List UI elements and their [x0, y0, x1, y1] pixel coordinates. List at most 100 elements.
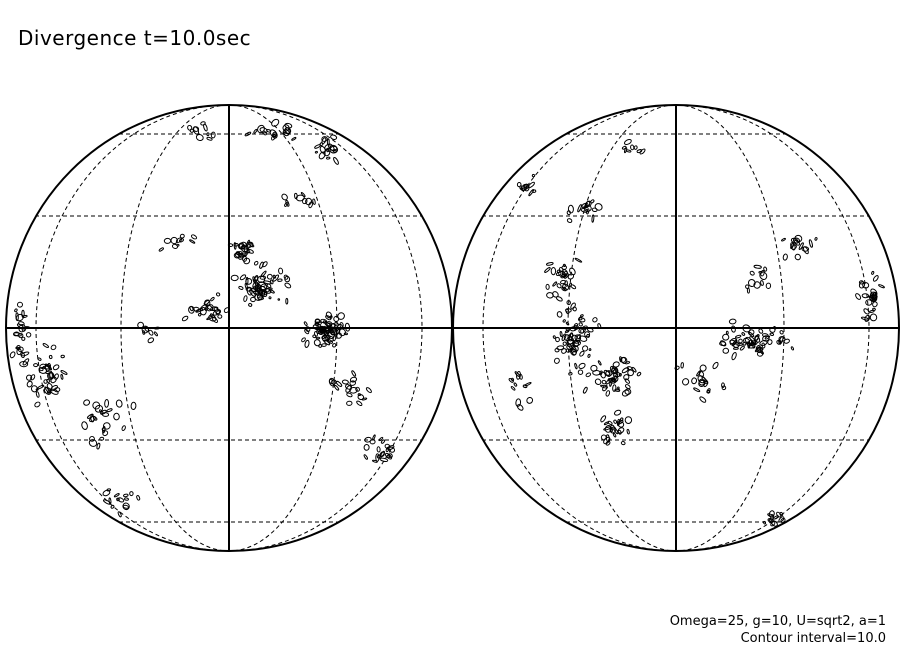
contour-loop: [808, 239, 813, 248]
contour-loop: [699, 364, 707, 372]
contour-loop: [15, 313, 24, 322]
contour-loop: [319, 145, 326, 154]
contour-loop: [303, 321, 308, 327]
contour-loop: [631, 366, 637, 373]
contour-loop: [45, 370, 53, 374]
contour-loop: [779, 511, 784, 517]
contour-loop: [771, 520, 778, 527]
contour-loop: [574, 257, 583, 263]
contour-loop: [47, 362, 51, 368]
contour-loop: [129, 491, 134, 497]
contour-loop: [277, 278, 283, 282]
contour-loop: [35, 388, 39, 391]
contour-loop: [215, 292, 221, 297]
contour-loop: [623, 374, 630, 381]
contour-loop: [193, 126, 200, 132]
contour-loop: [566, 339, 575, 348]
contour-loop: [379, 457, 389, 463]
contour-loop: [745, 284, 750, 289]
contour-loop: [741, 332, 746, 336]
contour-loop: [102, 430, 109, 437]
contour-loop: [26, 380, 33, 388]
contour-loop: [776, 340, 781, 345]
contour-loop: [612, 384, 617, 392]
contour-loop: [312, 334, 317, 339]
contour-loop: [257, 275, 266, 284]
contour-loop: [48, 354, 53, 360]
contour-loop: [783, 338, 790, 344]
contour-loop: [762, 520, 767, 525]
contour-loop: [266, 283, 272, 289]
contour-loop: [754, 336, 761, 343]
contour-loop: [195, 308, 204, 313]
contour-loop: [25, 332, 32, 338]
contour-loop: [188, 305, 195, 314]
contour-loop: [148, 329, 154, 336]
contour-loop: [204, 307, 208, 311]
contour-loop: [513, 382, 518, 387]
contour-loop: [601, 379, 607, 385]
contour-loop: [376, 446, 381, 453]
contour-loop: [526, 396, 534, 404]
contour-loop: [731, 351, 737, 361]
contour-loop: [748, 329, 755, 336]
contour-loop: [607, 420, 613, 425]
contour-loop: [346, 400, 353, 406]
contour-loop: [384, 452, 393, 460]
contour-loop: [314, 144, 321, 149]
contour-loop: [197, 312, 202, 317]
contour-loop: [210, 296, 215, 302]
contour-loop: [556, 345, 565, 351]
contour-loop: [743, 337, 750, 344]
contour-loop: [522, 384, 528, 389]
contour-loop: [515, 398, 522, 407]
contour-loop: [591, 214, 595, 223]
contour-loop: [592, 317, 598, 323]
contour-loop: [756, 346, 763, 354]
contour-loop: [613, 409, 622, 416]
right-hemisphere: [452, 104, 900, 552]
contour-loop: [555, 336, 560, 343]
contour-loop: [284, 282, 292, 289]
contour-loop: [282, 131, 286, 135]
contour-loop: [357, 393, 362, 397]
contour-loop: [861, 293, 870, 299]
contour-loop: [624, 384, 631, 390]
contour-loop: [206, 132, 210, 137]
contour-loop: [627, 369, 634, 377]
contour-loop: [270, 279, 274, 285]
contour-loop: [326, 138, 330, 146]
contour-loop: [869, 313, 878, 322]
contour-loop: [337, 312, 345, 320]
contour-loop: [244, 131, 252, 137]
contour-loop: [376, 454, 381, 459]
contour-loop: [581, 202, 589, 209]
contour-loop: [858, 281, 866, 289]
contour-loop: [176, 243, 180, 247]
contour-loop: [623, 138, 632, 146]
contour-loop: [338, 328, 346, 337]
contour-loop: [570, 302, 576, 310]
contour-loop: [798, 242, 804, 250]
contour-loop: [860, 316, 869, 321]
contour-loop: [747, 341, 751, 349]
contour-loop: [516, 182, 522, 188]
contour-loop: [14, 308, 18, 313]
contour-loop: [528, 189, 535, 197]
right-hemisphere-outline: [452, 104, 900, 552]
contour-loop: [170, 236, 178, 245]
contour-loop: [620, 356, 628, 364]
contour-loop: [104, 399, 110, 408]
contour-loop: [206, 136, 213, 141]
contour-loop: [693, 387, 701, 393]
contour-loop: [19, 360, 29, 368]
contour-loop: [315, 336, 321, 340]
contour-loop: [271, 118, 280, 127]
contour-loop: [369, 439, 376, 445]
contour-loop: [617, 421, 625, 428]
contour-loop: [248, 302, 253, 307]
contour-loop: [614, 388, 621, 392]
contour-loop: [325, 156, 331, 160]
contour-loop: [262, 130, 267, 136]
contour-loop: [333, 156, 339, 165]
